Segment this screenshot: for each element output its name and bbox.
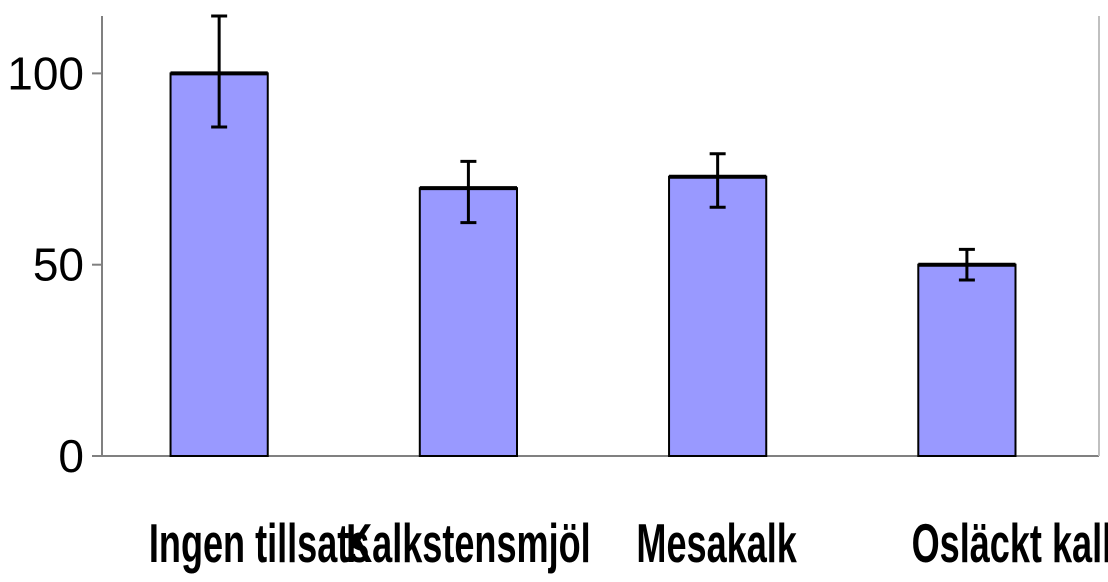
bar — [169, 72, 269, 458]
bar — [418, 187, 519, 457]
bar — [668, 175, 768, 457]
category-label: Kalkstensmjöl — [346, 512, 591, 573]
category-label: Ingen tillsats — [149, 512, 369, 573]
error-bars — [211, 14, 975, 282]
bar — [917, 263, 1017, 457]
y-tick-label: 0 — [58, 430, 84, 482]
y-tick-label: 50 — [33, 239, 84, 291]
y-tick-label: 100 — [7, 47, 84, 99]
bars — [169, 71, 1017, 458]
category-label: Osläckt kalk — [912, 512, 1108, 573]
y-axis-ticks: 0 50 100 — [7, 47, 102, 482]
category-label: Mesakalk — [636, 512, 797, 573]
